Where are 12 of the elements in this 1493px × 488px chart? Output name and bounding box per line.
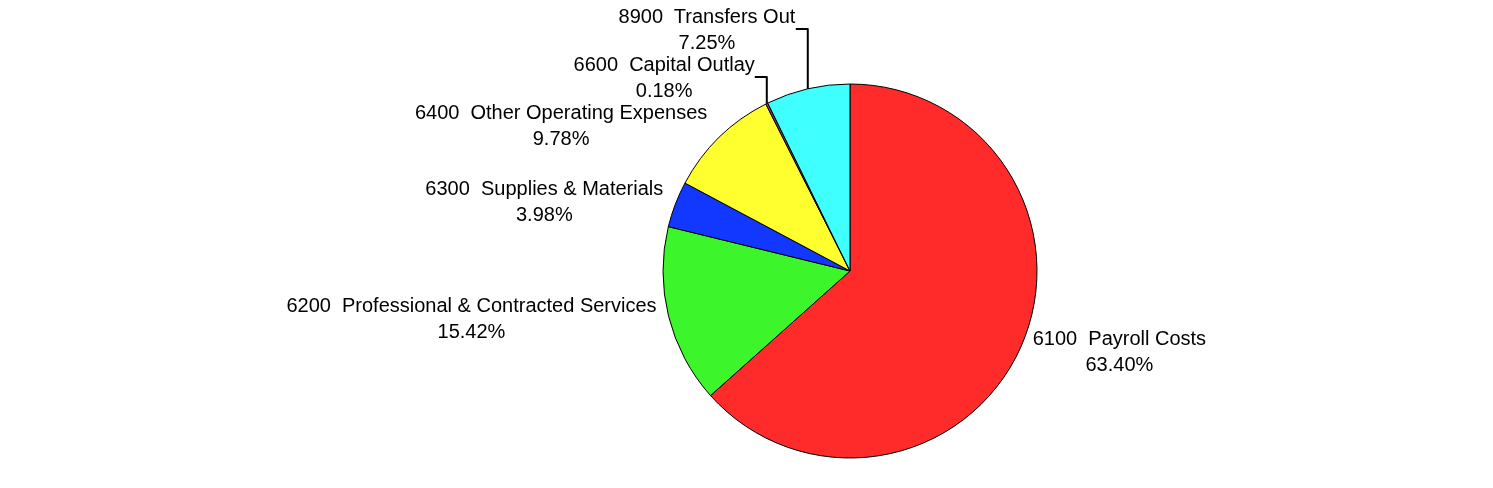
data-label: 15.42% — [437, 319, 506, 342]
slice-label: 6200 Professional & Contracted Services — [286, 293, 657, 316]
data-label: 7.25% — [678, 31, 736, 53]
slice-label: 6600 Capital Outlay — [573, 53, 755, 75]
data-label: 63.40% — [1085, 353, 1154, 376]
data-label: 3.98% — [515, 203, 573, 226]
data-label: 9.78% — [532, 127, 590, 149]
slice-label: 6300 Supplies & Materials — [425, 177, 664, 200]
slice-label: 6100 Payroll Costs — [1032, 327, 1207, 350]
data-label: 0.18% — [635, 79, 693, 101]
slice-label: 6400 Other Operating Expenses — [414, 101, 708, 123]
slice-label: 8900 Transfers Out — [618, 5, 796, 27]
